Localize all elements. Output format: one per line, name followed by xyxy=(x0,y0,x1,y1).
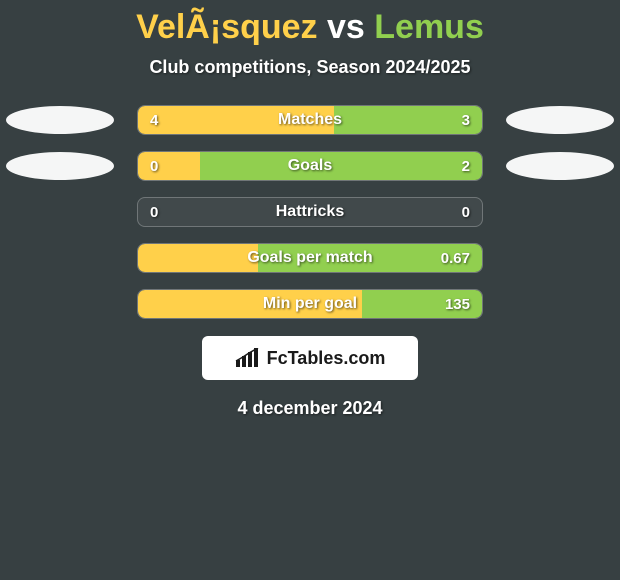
chart-icon xyxy=(235,348,261,368)
stat-row: 02Goals xyxy=(0,152,620,180)
comparison-infographic: VelÃ¡squez vs Lemus Club competitions, S… xyxy=(0,0,620,419)
disc-spacer xyxy=(6,290,114,318)
stat-row: 43Matches xyxy=(0,106,620,134)
stat-bar: 00Hattricks xyxy=(137,197,483,227)
subtitle: Club competitions, Season 2024/2025 xyxy=(0,57,620,78)
stat-bar: 43Matches xyxy=(137,105,483,135)
player1-disc xyxy=(6,106,114,134)
stat-row: 0.67Goals per match xyxy=(0,244,620,272)
disc-spacer xyxy=(6,244,114,272)
stat-label: Goals xyxy=(138,152,482,180)
stat-label: Matches xyxy=(138,106,482,134)
disc-spacer xyxy=(506,290,614,318)
title-vs: vs xyxy=(327,8,365,46)
stat-row: 00Hattricks xyxy=(0,198,620,226)
disc-spacer xyxy=(6,198,114,226)
title-player1: VelÃ¡squez xyxy=(136,8,317,46)
title-player2: Lemus xyxy=(374,8,484,46)
disc-spacer xyxy=(506,244,614,272)
stat-label: Goals per match xyxy=(138,244,482,272)
player2-disc xyxy=(506,152,614,180)
player1-disc xyxy=(6,152,114,180)
stat-rows: 43Matches 02Goals 00Hattricks 0.67Goals per… xyxy=(0,106,620,318)
date-text: 4 december 2024 xyxy=(0,398,620,419)
stat-row: 135Min per goal xyxy=(0,290,620,318)
page-title: VelÃ¡squez vs Lemus xyxy=(0,8,620,47)
source-badge: FcTables.com xyxy=(202,336,418,380)
player2-disc xyxy=(506,106,614,134)
stat-bar: 135Min per goal xyxy=(137,289,483,319)
stat-label: Min per goal xyxy=(138,290,482,318)
stat-bar: 0.67Goals per match xyxy=(137,243,483,273)
disc-spacer xyxy=(506,198,614,226)
source-badge-text: FcTables.com xyxy=(267,348,386,369)
stat-bar: 02Goals xyxy=(137,151,483,181)
stat-label: Hattricks xyxy=(138,198,482,226)
